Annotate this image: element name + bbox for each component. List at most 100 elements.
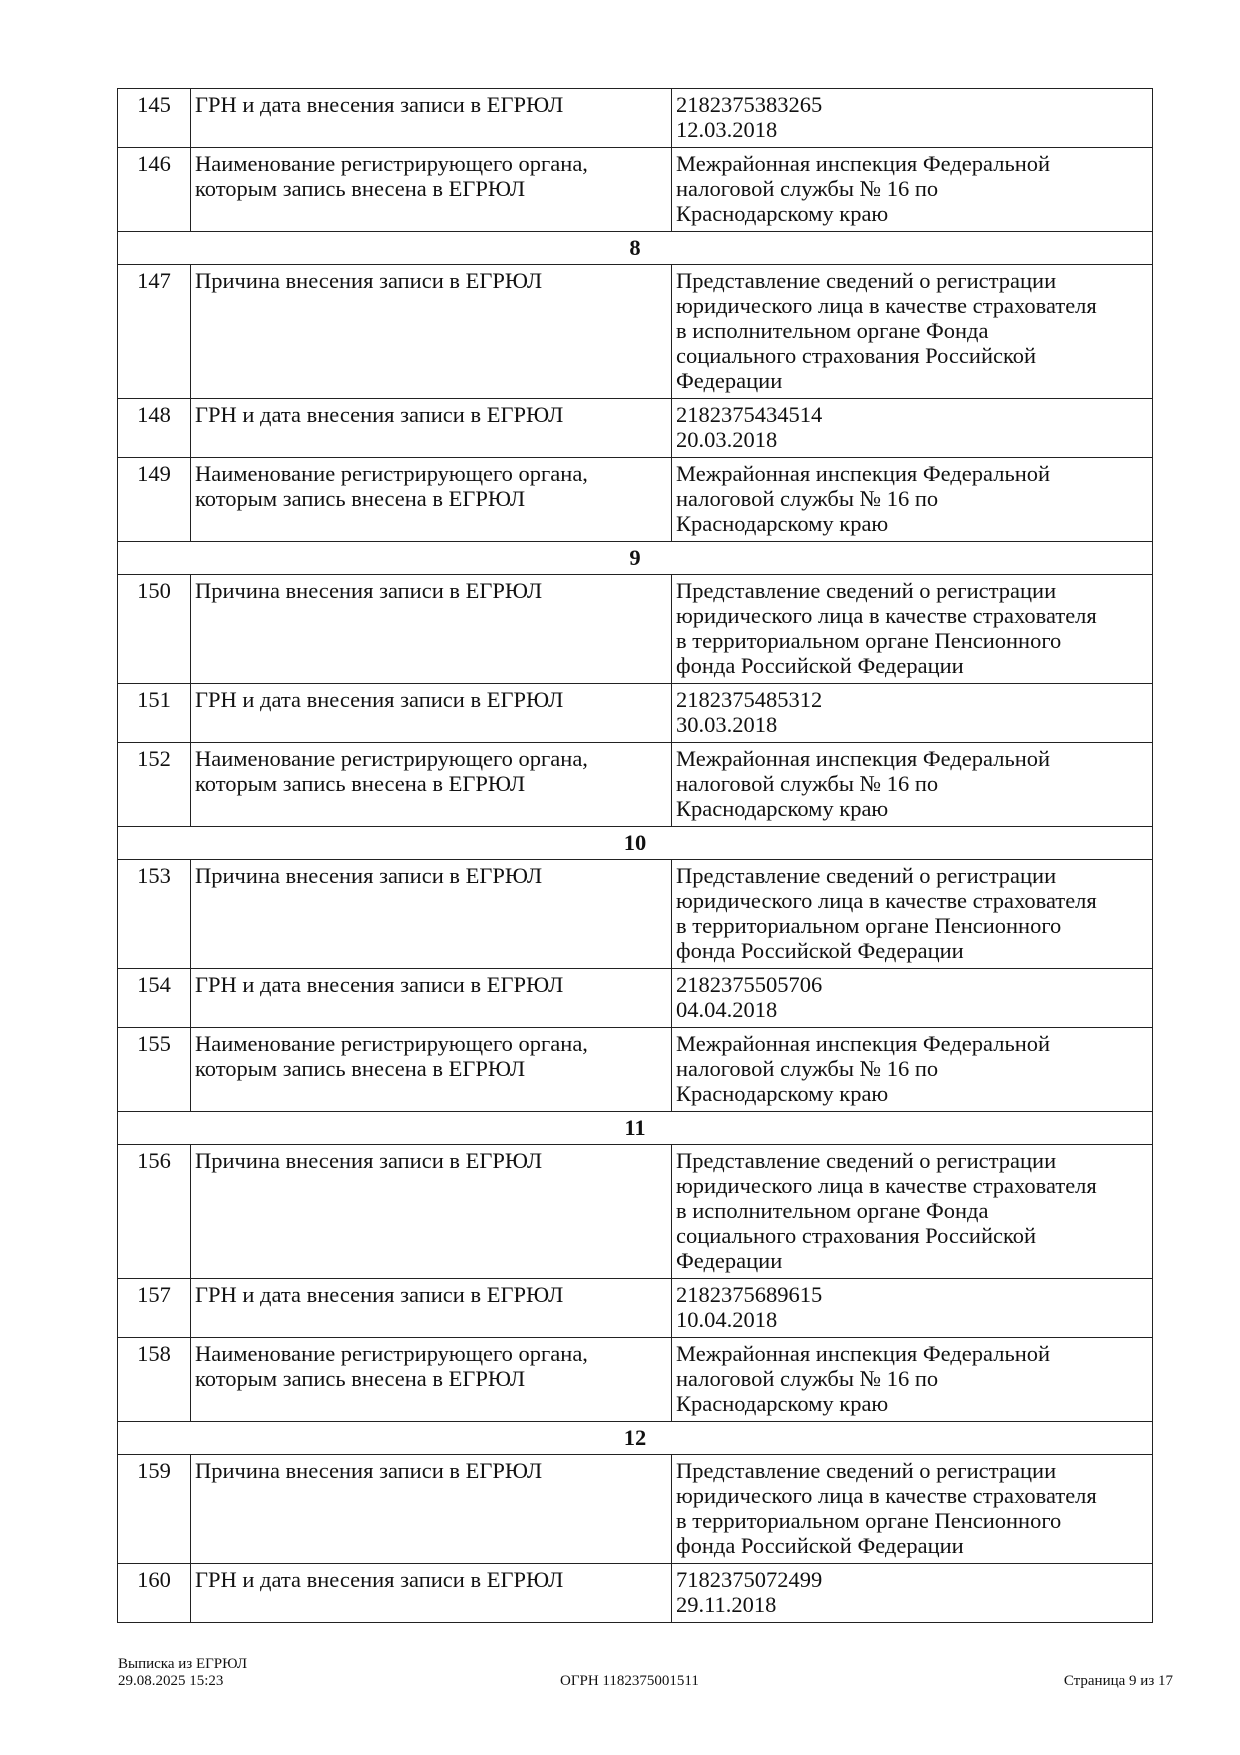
value-line: юридического лица в качестве страховател…	[676, 293, 1097, 318]
table-row: 158 Наименование регистрирующего органа, к…	[117, 1337, 1153, 1422]
label-line: которым запись внесена в ЕГРЮЛ	[195, 486, 526, 511]
label-line: Наименование регистрирующего органа,	[195, 1031, 588, 1056]
value-line: Краснодарскому краю	[676, 796, 889, 821]
value-line: 20.03.2018	[676, 427, 778, 452]
table-row: 160 ГРН и дата внесения записи в ЕГРЮЛ 718…	[117, 1563, 1153, 1623]
row-value: Межрайонная инспекция Федеральной налогов…	[671, 1337, 1153, 1422]
row-label: Наименование регистрирующего органа, кото…	[190, 147, 672, 232]
row-number: 150	[117, 574, 191, 684]
value-line: Межрайонная инспекция Федеральной	[676, 746, 1051, 771]
label-line: Причина внесения записи в ЕГРЮЛ	[195, 863, 543, 888]
table-row: 156 Причина внесения записи в ЕГРЮЛ Предст…	[117, 1144, 1153, 1279]
value-line: 04.04.2018	[676, 997, 778, 1022]
table-row: 157 ГРН и дата внесения записи в ЕГРЮЛ 218…	[117, 1278, 1153, 1338]
label-line: которым запись внесена в ЕГРЮЛ	[195, 176, 526, 201]
value-line: Представление сведений о регистрации	[676, 578, 1057, 603]
row-number: 145	[117, 88, 191, 148]
row-number: 154	[117, 968, 191, 1028]
value-line: Федерации	[676, 368, 783, 393]
row-label: Причина внесения записи в ЕГРЮЛ	[190, 1454, 672, 1564]
row-number: 156	[117, 1144, 191, 1279]
row-label: ГРН и дата внесения записи в ЕГРЮЛ	[190, 398, 672, 458]
value-line: 10.04.2018	[676, 1307, 778, 1332]
value-line: 12.03.2018	[676, 117, 778, 142]
value-line: в территориальном органе Пенсионного	[676, 1508, 1062, 1533]
table-body: 145 ГРН и дата внесения записи в ЕГРЮЛ 218…	[117, 88, 1153, 1623]
row-value: 2182375689615 10.04.2018	[671, 1278, 1153, 1338]
row-label: ГРН и дата внесения записи в ЕГРЮЛ	[190, 683, 672, 743]
value-line: налоговой службы № 16 по	[676, 1366, 939, 1391]
table-row: 155 Наименование регистрирующего органа, к…	[117, 1027, 1153, 1112]
value-line: фонда Российской Федерации	[676, 938, 964, 963]
row-number: 153	[117, 859, 191, 969]
row-number: 149	[117, 457, 191, 542]
row-value: 7182375072499 29.11.2018	[671, 1563, 1153, 1623]
footer-page-number: Страница 9 из 17	[1063, 1673, 1173, 1689]
value-line: 2182375383265	[676, 92, 823, 117]
value-line: Федерации	[676, 1248, 783, 1273]
row-value: Представление сведений о регистрации юрид…	[671, 1144, 1153, 1279]
label-line: Причина внесения записи в ЕГРЮЛ	[195, 578, 543, 603]
row-label: ГРН и дата внесения записи в ЕГРЮЛ	[190, 968, 672, 1028]
value-line: социального страхования Российской	[676, 343, 1037, 368]
row-label: Причина внесения записи в ЕГРЮЛ	[190, 264, 672, 399]
value-line: Представление сведений о регистрации	[676, 1148, 1057, 1173]
value-line: налоговой службы № 16 по	[676, 176, 939, 201]
row-number: 147	[117, 264, 191, 399]
value-line: в исполнительном органе Фонда	[676, 1198, 989, 1223]
table-row: 151 ГРН и дата внесения записи в ЕГРЮЛ 218…	[117, 683, 1153, 743]
value-line: юридического лица в качестве страховател…	[676, 1173, 1097, 1198]
row-number: 152	[117, 742, 191, 827]
row-value: Межрайонная инспекция Федеральной налогов…	[671, 742, 1153, 827]
section-title: 12	[117, 1421, 1153, 1455]
label-line: ГРН и дата внесения записи в ЕГРЮЛ	[195, 1567, 564, 1592]
footer-left: Выписка из ЕГРЮЛ 29.08.2025 15:23	[118, 1656, 247, 1690]
section-row: 11	[117, 1111, 1153, 1145]
value-line: Представление сведений о регистрации	[676, 268, 1057, 293]
section-title: 8	[117, 231, 1153, 265]
value-line: 30.03.2018	[676, 712, 778, 737]
value-line: Краснодарскому краю	[676, 1081, 889, 1106]
row-value: 2182375383265 12.03.2018	[671, 88, 1153, 148]
label-line: Причина внесения записи в ЕГРЮЛ	[195, 268, 543, 293]
value-line: Краснодарскому краю	[676, 201, 889, 226]
table-row: 154 ГРН и дата внесения записи в ЕГРЮЛ 218…	[117, 968, 1153, 1028]
row-label: Наименование регистрирующего органа, кото…	[190, 742, 672, 827]
value-line: 2182375485312	[676, 687, 823, 712]
row-label: Наименование регистрирующего органа, кото…	[190, 1027, 672, 1112]
table-row: 152 Наименование регистрирующего органа, к…	[117, 742, 1153, 827]
egrul-records-table: 145 ГРН и дата внесения записи в ЕГРЮЛ 218…	[117, 88, 1153, 1623]
value-line: Краснодарскому краю	[676, 511, 889, 536]
section-row: 10	[117, 826, 1153, 860]
row-value: Межрайонная инспекция Федеральной налогов…	[671, 457, 1153, 542]
label-line: которым запись внесена в ЕГРЮЛ	[195, 1366, 526, 1391]
label-line: которым запись внесена в ЕГРЮЛ	[195, 1056, 526, 1081]
row-number: 151	[117, 683, 191, 743]
value-line: Межрайонная инспекция Федеральной	[676, 1341, 1051, 1366]
label-line: ГРН и дата внесения записи в ЕГРЮЛ	[195, 972, 564, 997]
table-row: 149 Наименование регистрирующего органа, к…	[117, 457, 1153, 542]
table-row: 146 Наименование регистрирующего органа, к…	[117, 147, 1153, 232]
row-label: Наименование регистрирующего органа, кото…	[190, 1337, 672, 1422]
row-value: Межрайонная инспекция Федеральной налогов…	[671, 147, 1153, 232]
label-line: которым запись внесена в ЕГРЮЛ	[195, 771, 526, 796]
label-line: Наименование регистрирующего органа,	[195, 151, 588, 176]
label-line: ГРН и дата внесения записи в ЕГРЮЛ	[195, 1282, 564, 1307]
table-row: 153 Причина внесения записи в ЕГРЮЛ Предст…	[117, 859, 1153, 969]
value-line: в исполнительном органе Фонда	[676, 318, 989, 343]
row-number: 148	[117, 398, 191, 458]
footer-ogrn: ОГРН 1182375001511	[560, 1673, 699, 1689]
value-line: 2182375505706	[676, 972, 823, 997]
section-title: 11	[117, 1111, 1153, 1145]
value-line: 2182375689615	[676, 1282, 823, 1307]
value-line: фонда Российской Федерации	[676, 653, 964, 678]
row-value: Представление сведений о регистрации юрид…	[671, 1454, 1153, 1564]
row-value: 2182375505706 04.04.2018	[671, 968, 1153, 1028]
value-line: 29.11.2018	[676, 1592, 777, 1617]
section-row: 8	[117, 231, 1153, 265]
table-row: 159 Причина внесения записи в ЕГРЮЛ Предст…	[117, 1454, 1153, 1564]
value-line: 2182375434514	[676, 402, 823, 427]
section-row: 9	[117, 541, 1153, 575]
row-value: 2182375485312 30.03.2018	[671, 683, 1153, 743]
value-line: Представление сведений о регистрации	[676, 1458, 1057, 1483]
